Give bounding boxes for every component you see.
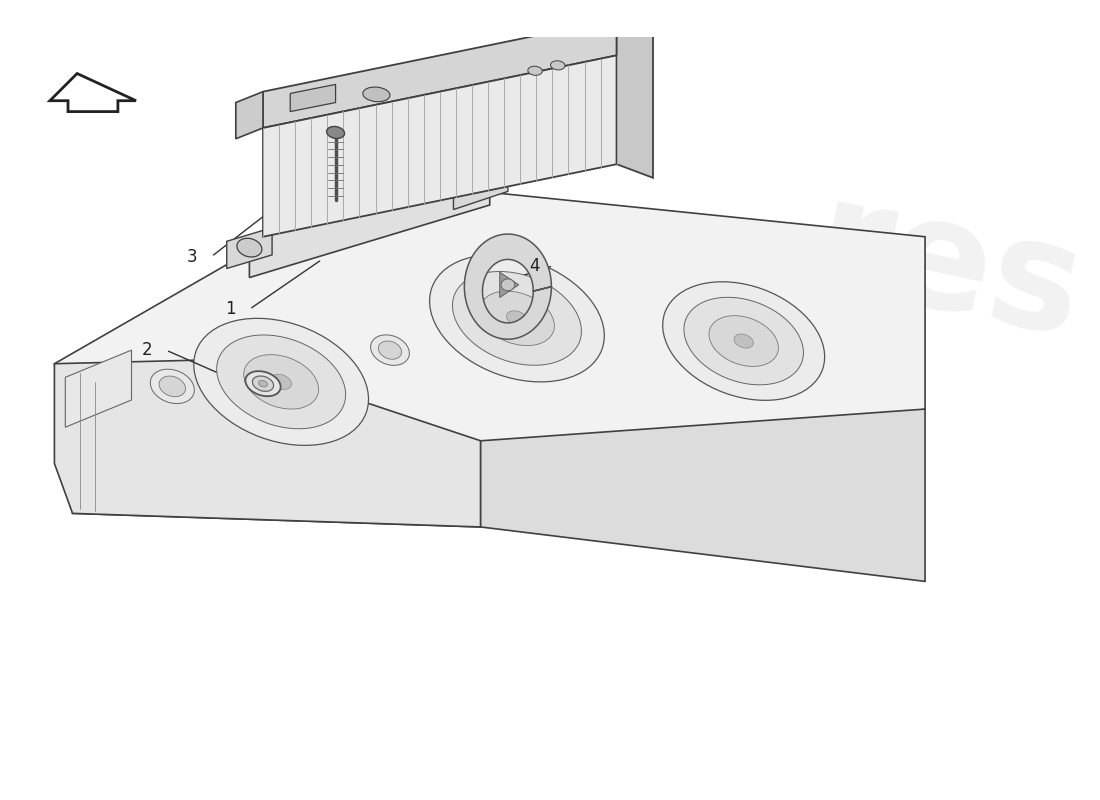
Polygon shape: [499, 272, 519, 298]
Polygon shape: [227, 228, 272, 269]
Ellipse shape: [734, 334, 754, 348]
Ellipse shape: [710, 316, 779, 366]
Ellipse shape: [236, 238, 262, 257]
Text: 4: 4: [529, 257, 540, 274]
Ellipse shape: [684, 298, 803, 385]
Ellipse shape: [271, 374, 292, 390]
Ellipse shape: [662, 282, 825, 400]
Polygon shape: [453, 162, 508, 210]
Ellipse shape: [258, 380, 267, 387]
Ellipse shape: [378, 341, 402, 359]
Text: 2: 2: [142, 341, 153, 359]
Ellipse shape: [160, 376, 186, 397]
Ellipse shape: [371, 335, 409, 366]
Ellipse shape: [252, 376, 274, 391]
Ellipse shape: [194, 318, 368, 446]
Polygon shape: [263, 19, 617, 128]
Ellipse shape: [502, 279, 515, 290]
Polygon shape: [617, 19, 653, 178]
Polygon shape: [481, 409, 925, 582]
Ellipse shape: [245, 371, 280, 396]
Ellipse shape: [327, 126, 344, 138]
Ellipse shape: [528, 66, 542, 75]
Text: res: res: [801, 169, 1096, 370]
Ellipse shape: [452, 271, 582, 366]
Ellipse shape: [217, 335, 345, 429]
Ellipse shape: [363, 87, 389, 102]
Ellipse shape: [550, 61, 565, 70]
Ellipse shape: [480, 291, 554, 346]
Ellipse shape: [506, 311, 527, 326]
Ellipse shape: [151, 370, 195, 403]
Ellipse shape: [430, 255, 604, 382]
Polygon shape: [54, 359, 481, 527]
Polygon shape: [65, 350, 132, 427]
Text: 3: 3: [187, 248, 198, 266]
Polygon shape: [50, 74, 136, 111]
Text: 1: 1: [226, 300, 235, 318]
Text: a passion for parts since 1985: a passion for parts since 1985: [500, 431, 796, 542]
Polygon shape: [263, 55, 617, 237]
Polygon shape: [54, 191, 925, 527]
Polygon shape: [464, 234, 551, 339]
Ellipse shape: [244, 354, 319, 409]
Polygon shape: [290, 84, 336, 111]
Polygon shape: [250, 164, 490, 278]
Polygon shape: [235, 92, 263, 139]
